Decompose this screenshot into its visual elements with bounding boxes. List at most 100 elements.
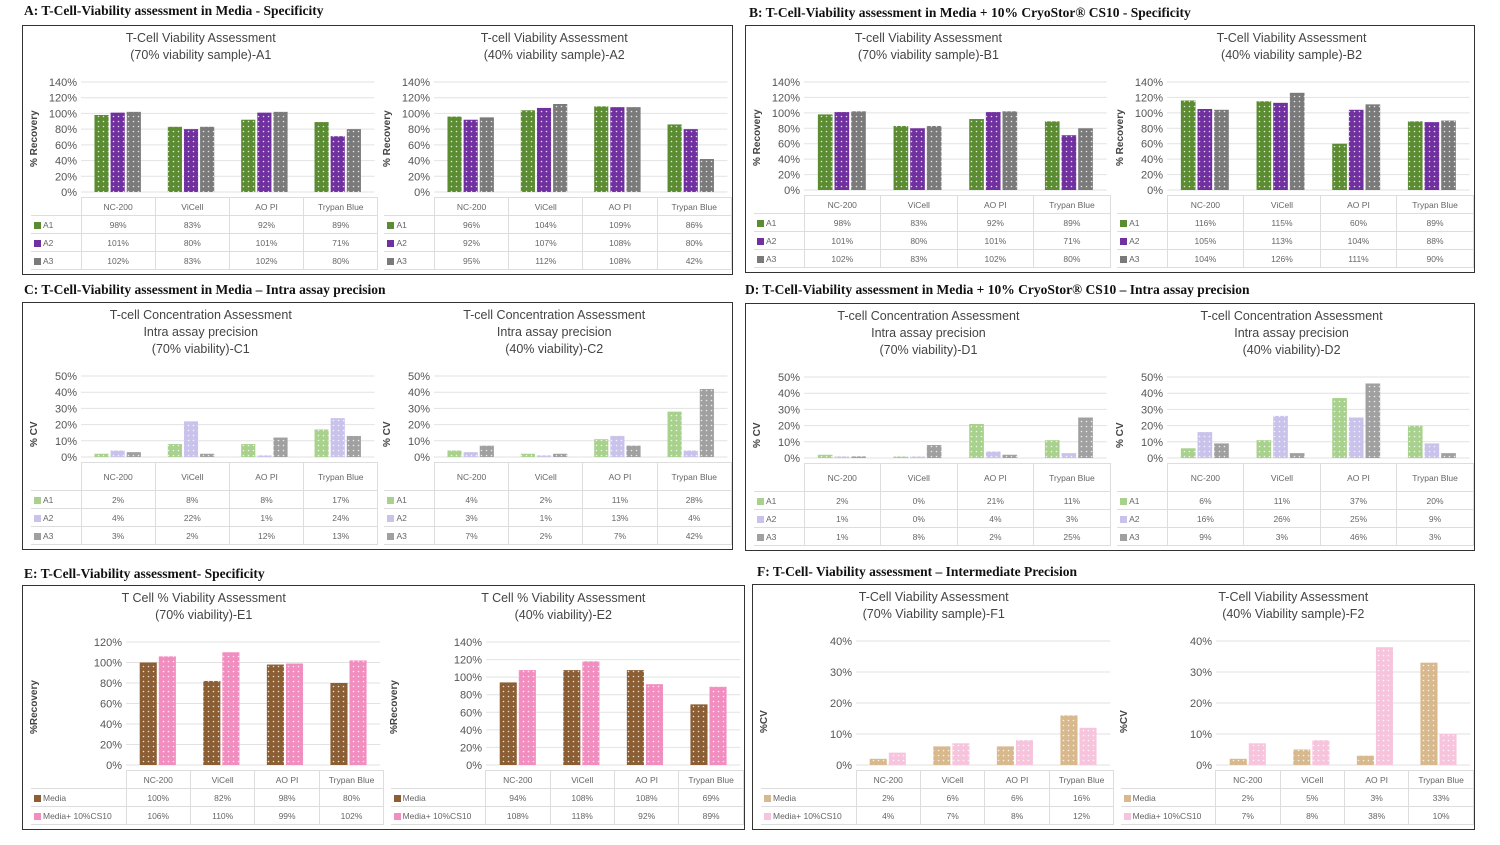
series-name: Media+ 10%CS10 [43,810,112,821]
table-row: Media+ 10%CS10 7% 8% 38% 10% [1120,806,1474,825]
value-cell: 1% [508,508,584,527]
legend-entry: A2 [1117,509,1168,528]
category-label: NC-200 [803,195,882,214]
value-cell: 7% [582,526,658,545]
y-tick-label: 10% [55,436,77,448]
chart-title: (70% viability)-E1 [155,608,253,622]
chart-title: T-cell Viability Assessment [480,31,628,45]
legend-entry: A3 [754,249,805,268]
y-tick-label: 100% [94,658,122,670]
series-name: A3 [396,255,407,266]
legend-entry: A2 [31,508,82,527]
bar-pattern [985,451,1001,458]
bar-pattern [464,452,479,457]
legend-entry: A3 [1117,249,1168,268]
bar-pattern [667,411,683,457]
bar-pattern [200,126,215,192]
bar-pattern [700,388,715,457]
value-cell: 112% [508,251,584,270]
table-corner [1117,463,1168,492]
bar-pattern [834,456,850,458]
value-cell: 33% [1408,788,1474,807]
value-cell: 113% [1243,231,1321,250]
y-axis-label: % CV [29,420,40,447]
chart-title: T-cell Concentration Assessment [109,308,292,322]
chart-title: (40% viability sample)-B2 [1221,48,1363,62]
value-cell: 116% [1166,213,1245,232]
y-tick-label: 20% [1141,421,1163,433]
legend-swatch [757,255,764,263]
category-label: AO PI [1319,463,1398,492]
plot-area: 0% 20% 40% 60% 80% 100% 120% 140% [1135,77,1470,197]
y-axis-label: %Recovery [29,679,40,734]
bar-pattern [1015,740,1034,765]
data-table: NC-200 ViCell AO PI Trypan Blue A1 4% 2% 11% 28%… [384,462,732,545]
bar-pattern [1349,417,1364,458]
y-axis-label: %Recovery [388,679,400,734]
category-label: ViCell [508,462,584,491]
y-tick-label: 40% [1141,388,1163,400]
chart-title: Intra assay precision [496,325,612,339]
value-cell: 4% [80,508,156,527]
series-name: A2 [1129,513,1140,524]
chart-body: 0% 20% 40% 60% 80% 100% 120% 140% % Recovery NC-2… [29,64,379,270]
value-cell: 2% [80,490,156,509]
y-tick-label: 80% [1141,123,1163,135]
value-cell: 89% [303,215,379,234]
bar-pattern [110,112,125,192]
bar-pattern [257,112,272,192]
table-row: A3 3% 2% 12% 13% [31,526,379,545]
legend-swatch [764,794,771,802]
value-cell: 126% [1243,249,1321,268]
y-tick-label: 20% [408,420,430,432]
bar-pattern [1441,453,1456,458]
panel-a: T-Cell Viability Assessment (70% viabilit… [22,25,733,275]
category-label: NC-200 [1166,195,1245,214]
table-row: A1 96% 104% 109% 86% [384,215,732,234]
series-name: A2 [43,237,54,248]
series-name: A1 [1129,217,1140,228]
bar-pattern [1256,101,1272,190]
bar-pattern [1229,758,1247,765]
series-name: Media [773,792,797,803]
bar-pattern [167,444,182,457]
chart-title: (40% viability)-E2 [514,608,612,622]
table-row: A2 1% 0% 4% 3% [754,509,1111,528]
category-label: AO PI [228,197,305,216]
bar-pattern [1256,440,1272,458]
bar-pattern [1441,120,1456,190]
table-corner [384,462,435,491]
chart-title: T-Cell Viability Assessment [1218,590,1369,604]
value-cell: 108% [582,233,658,252]
category-label: NC-200 [433,197,510,216]
chart-body: 0% 20% 40% 60% 80% 100% 120% 140% % Recovery NC-2… [752,64,1111,268]
plot-area: 0% 20% 40% 60% 80% 100% 120% 140% [49,77,375,199]
bar-pattern [1079,727,1097,765]
y-tick-label: 20% [460,742,482,754]
value-cell: 13% [582,508,658,527]
plot-area: 0% 10% 20% 30% 40% [1190,636,1470,772]
value-cell: 3% [1243,527,1321,546]
data-table: NC-200 ViCell AO PI Trypan Blue Media 94% 108%… [390,770,744,825]
value-cell: 102% [80,251,156,270]
value-cell: 105% [1166,231,1245,250]
chart-title: T-cell Viability Assessment [854,31,1002,45]
y-tick-label: 40% [1190,636,1212,648]
chart-title: (40% Viability sample)-F2 [1222,607,1365,621]
legend-entry: Media [31,788,127,807]
chart: T Cell % Viability Assessment (40% viabil… [388,590,744,825]
table-corner [761,770,857,789]
y-tick-label: 0% [61,187,77,199]
y-tick-label: 100% [772,108,800,120]
y-tick-label: 120% [772,92,800,104]
y-tick-label: 20% [55,420,77,432]
bar-pattern [518,670,536,765]
series-name: Media [43,792,67,803]
value-cell: 104% [1166,249,1245,268]
category-label: Trypan Blue [1396,463,1474,492]
panel-a-label: A: T-Cell-Viability assessment in Media … [24,3,324,18]
value-cell: 9% [1166,527,1245,546]
legend-swatch [34,239,41,247]
bar-pattern [969,423,984,458]
legend-entry: A2 [754,509,805,528]
